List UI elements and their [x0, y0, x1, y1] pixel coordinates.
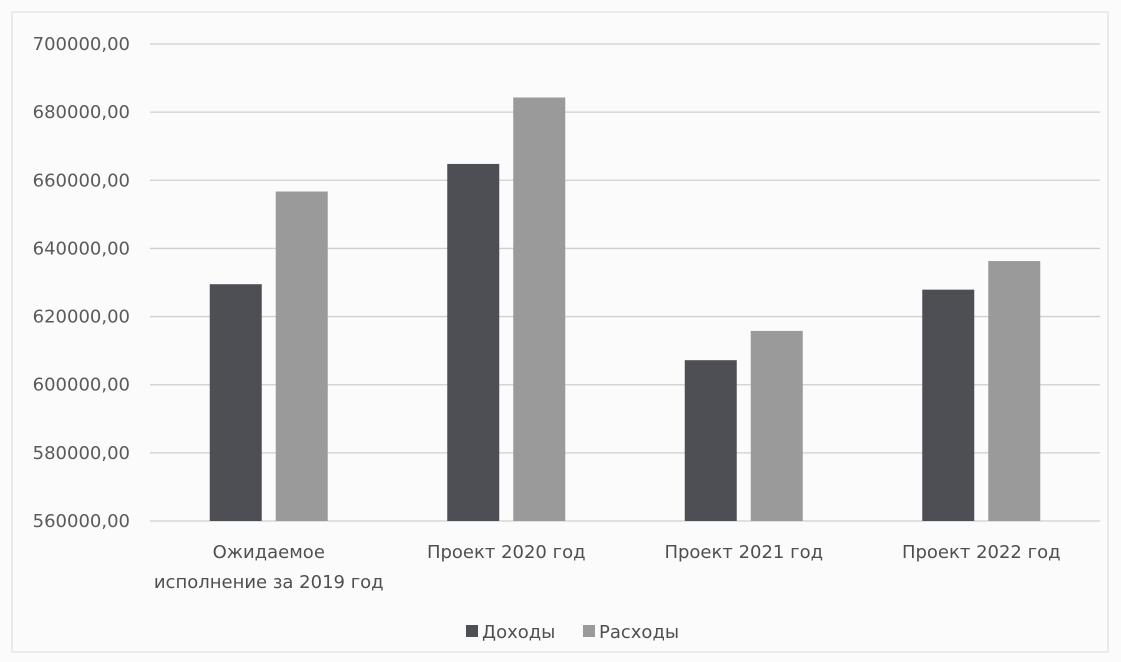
- category-label: Проект 2022 год: [902, 542, 1061, 563]
- bar-dokhody: [922, 289, 975, 521]
- bar-dokhody: [684, 360, 737, 521]
- y-tick-label: 680000,00: [33, 102, 130, 123]
- y-tick-label: 700000,00: [33, 34, 130, 55]
- category-label: Проект 2020 год: [427, 542, 586, 563]
- bar-raskhody: [750, 330, 803, 521]
- legend-item-dokhody-label: Доходы: [482, 622, 555, 643]
- y-tick-label: 560000,00: [33, 511, 130, 532]
- bar-dokhody: [447, 163, 500, 521]
- category-label: Проект 2021 год: [664, 542, 823, 563]
- chart-frame: [11, 11, 1109, 653]
- legend-item-raskhody-label: Расходы: [599, 622, 679, 643]
- bar-raskhody: [988, 261, 1041, 521]
- category-label-line: Проект 2021 год: [664, 542, 823, 563]
- bar-raskhody: [513, 97, 566, 522]
- y-tick-label: 580000,00: [33, 443, 130, 464]
- bar-raskhody: [275, 191, 328, 521]
- category-label: Ожидаемое исполнение за 2019 год: [154, 542, 384, 593]
- y-tick-label: 660000,00: [33, 170, 130, 191]
- category-label-line: Ожидаемое: [213, 542, 325, 563]
- y-tick-label: 640000,00: [33, 238, 130, 259]
- bars: [209, 97, 1041, 522]
- legend: Доходы Расходы: [466, 622, 679, 643]
- y-tick-label: 620000,00: [33, 307, 130, 328]
- category-label-line: Проект 2020 год: [427, 542, 586, 563]
- y-axis-ticks: 560000,00 580000,00 600000,00 620000,00 6400…: [33, 34, 130, 532]
- legend-item-dokhody-swatch: [466, 625, 478, 637]
- bar-dokhody: [209, 284, 262, 521]
- category-label-line: исполнение за 2019 год: [154, 572, 384, 593]
- legend-item-raskhody-swatch: [583, 625, 595, 637]
- x-axis-categories: Ожидаемое исполнение за 2019 год Проект 20…: [154, 542, 1061, 593]
- y-tick-label: 600000,00: [33, 375, 130, 396]
- category-label-line: Проект 2022 год: [902, 542, 1061, 563]
